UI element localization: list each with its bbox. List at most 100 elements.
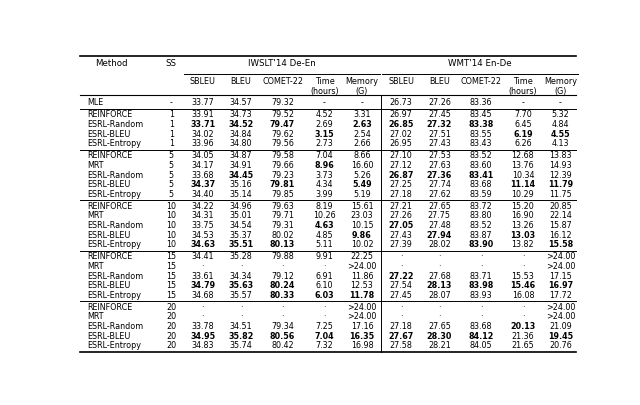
Text: 7.25: 7.25 — [316, 322, 333, 331]
Text: ·: · — [282, 312, 284, 322]
Text: 27.48: 27.48 — [428, 221, 451, 230]
Text: 26.85: 26.85 — [388, 120, 414, 129]
Text: 34.40: 34.40 — [191, 190, 214, 199]
Text: 79.56: 79.56 — [271, 139, 294, 148]
Text: ·: · — [522, 303, 524, 312]
Text: 79.31: 79.31 — [271, 221, 294, 230]
Text: 6.45: 6.45 — [514, 120, 532, 129]
Text: ·: · — [240, 303, 242, 312]
Text: 33.61: 33.61 — [191, 272, 214, 281]
Text: 4.84: 4.84 — [552, 120, 569, 129]
Text: 27.53: 27.53 — [428, 151, 451, 160]
Text: 26.73: 26.73 — [390, 98, 413, 107]
Text: ESRL-Random: ESRL-Random — [87, 171, 143, 179]
Text: 34.95: 34.95 — [190, 332, 215, 341]
Text: >24.00: >24.00 — [348, 262, 377, 271]
Text: 83.68: 83.68 — [470, 180, 492, 189]
Text: 83.68: 83.68 — [470, 322, 492, 331]
Text: 83.52: 83.52 — [470, 151, 492, 160]
Text: 33.77: 33.77 — [191, 98, 214, 107]
Text: 35.01: 35.01 — [230, 211, 252, 220]
Text: 7.04: 7.04 — [315, 332, 334, 341]
Text: 13.83: 13.83 — [549, 151, 572, 160]
Text: 2.73: 2.73 — [316, 139, 333, 148]
Text: 15.61: 15.61 — [351, 202, 373, 211]
Text: 34.57: 34.57 — [230, 98, 252, 107]
Text: >24.00: >24.00 — [348, 303, 377, 312]
Text: 4.55: 4.55 — [550, 130, 570, 139]
Text: 27.18: 27.18 — [390, 190, 413, 199]
Text: 83.80: 83.80 — [470, 211, 492, 220]
Text: 34.83: 34.83 — [191, 341, 214, 350]
Text: 79.47: 79.47 — [270, 120, 295, 129]
Text: ·: · — [522, 252, 524, 261]
Text: Memory
(G): Memory (G) — [346, 77, 378, 96]
Text: ·: · — [522, 262, 524, 271]
Text: 13.82: 13.82 — [511, 241, 534, 249]
Text: 34.31: 34.31 — [191, 211, 214, 220]
Text: 26.87: 26.87 — [388, 171, 414, 179]
Text: ·: · — [480, 262, 482, 271]
Text: 27.45: 27.45 — [390, 291, 413, 300]
Text: ESRL-Entropy: ESRL-Entropy — [87, 139, 141, 148]
Text: 28.21: 28.21 — [428, 341, 451, 350]
Text: 15.20: 15.20 — [511, 202, 534, 211]
Text: ESRL-Random: ESRL-Random — [87, 322, 143, 331]
Text: ·: · — [480, 312, 482, 322]
Text: 34.96: 34.96 — [230, 202, 252, 211]
Text: 83.41: 83.41 — [468, 171, 493, 179]
Text: 27.18: 27.18 — [390, 322, 413, 331]
Text: MLE: MLE — [87, 98, 104, 107]
Text: 34.91: 34.91 — [230, 161, 252, 170]
Text: 21.36: 21.36 — [511, 332, 534, 341]
Text: -: - — [360, 98, 364, 107]
Text: 1: 1 — [169, 120, 173, 129]
Text: ESRL-Random: ESRL-Random — [87, 120, 143, 129]
Text: 5.19: 5.19 — [353, 190, 371, 199]
Text: 79.12: 79.12 — [271, 272, 294, 281]
Text: 35.74: 35.74 — [230, 341, 252, 350]
Text: 4.13: 4.13 — [552, 139, 569, 148]
Text: 35.57: 35.57 — [230, 291, 252, 300]
Text: 16.90: 16.90 — [511, 211, 534, 220]
Text: 27.94: 27.94 — [427, 231, 452, 240]
Text: 34.34: 34.34 — [230, 272, 252, 281]
Text: 33.75: 33.75 — [191, 221, 214, 230]
Text: 22.14: 22.14 — [549, 211, 572, 220]
Text: 5.32: 5.32 — [552, 110, 569, 119]
Text: 10.26: 10.26 — [313, 211, 336, 220]
Text: MRT: MRT — [87, 262, 104, 271]
Text: 83.52: 83.52 — [470, 221, 492, 230]
Text: 80.42: 80.42 — [271, 341, 294, 350]
Text: 20.85: 20.85 — [549, 202, 572, 211]
Text: ·: · — [282, 303, 284, 312]
Text: COMET-22: COMET-22 — [262, 77, 303, 86]
Text: 28.13: 28.13 — [427, 281, 452, 290]
Text: 80.24: 80.24 — [270, 281, 295, 290]
Text: 11.86: 11.86 — [351, 272, 373, 281]
Text: 83.55: 83.55 — [470, 130, 492, 139]
Text: 22.25: 22.25 — [351, 252, 374, 261]
Text: ESRL-Random: ESRL-Random — [87, 272, 143, 281]
Text: 6.26: 6.26 — [514, 139, 532, 148]
Text: ·: · — [323, 262, 326, 271]
Text: ESRL-Entropy: ESRL-Entropy — [87, 190, 141, 199]
Text: 21.09: 21.09 — [549, 322, 572, 331]
Text: 83.98: 83.98 — [468, 281, 493, 290]
Text: Time
(hours): Time (hours) — [509, 77, 537, 96]
Text: 21.65: 21.65 — [511, 341, 534, 350]
Text: SS: SS — [166, 59, 177, 68]
Text: 9.91: 9.91 — [316, 252, 333, 261]
Text: 79.63: 79.63 — [271, 202, 294, 211]
Text: ·: · — [400, 252, 403, 261]
Text: MRT: MRT — [87, 161, 104, 170]
Text: 7.32: 7.32 — [316, 341, 333, 350]
Text: 15: 15 — [166, 252, 176, 261]
Text: 27.05: 27.05 — [388, 221, 414, 230]
Text: Time
(hours): Time (hours) — [310, 77, 339, 96]
Text: 5.26: 5.26 — [353, 171, 371, 179]
Text: 84.12: 84.12 — [468, 332, 493, 341]
Text: 11.14: 11.14 — [510, 180, 536, 189]
Text: 3.31: 3.31 — [353, 110, 371, 119]
Text: 5: 5 — [169, 171, 174, 179]
